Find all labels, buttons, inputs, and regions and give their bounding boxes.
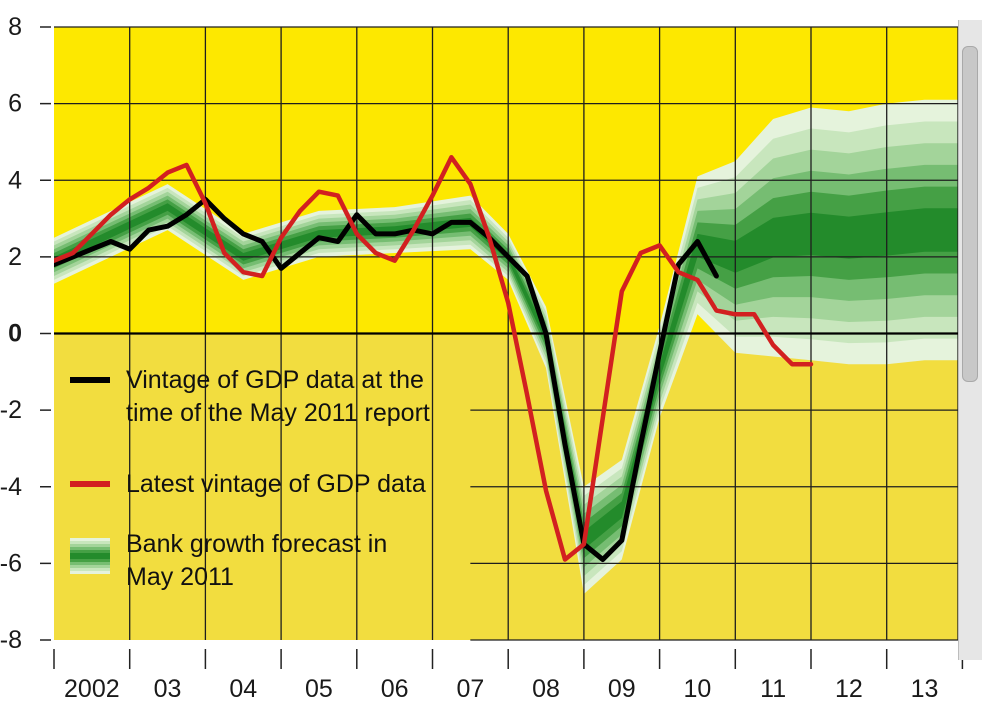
- legend-label-2: Latest vintage of GDP data: [126, 470, 426, 498]
- legend-swatch-fan: [70, 538, 110, 574]
- x-tick-label: 04: [229, 675, 257, 703]
- legend-label-3: May 2011: [126, 563, 234, 591]
- legend-label-3: Bank growth forecast in: [126, 530, 387, 558]
- legend: Vintage of GDP data at the time of the Ma…: [70, 366, 430, 591]
- y-tick-label: -4: [0, 473, 22, 501]
- x-tick-label: 07: [456, 675, 484, 703]
- y-axis: 8 6 4 2 0 -2 -4 -6 -8: [0, 13, 51, 654]
- legend-label-1: Vintage of GDP data at the: [126, 366, 424, 394]
- legend-fan-band: [70, 553, 110, 559]
- y-tick-label: 0: [8, 320, 22, 348]
- y-tick-label: -8: [0, 626, 22, 654]
- x-tick-label: 05: [305, 675, 333, 703]
- x-tick-label: 08: [532, 675, 560, 703]
- series-line-latest-vintage: [54, 155, 814, 562]
- x-tick-label: 03: [154, 675, 182, 703]
- x-axis: 2002 03 04 05 06 07 08 09 10 11 12 13: [53, 649, 964, 703]
- y-tick-label: 8: [8, 13, 22, 41]
- y-tick-label: 2: [8, 243, 22, 271]
- legend-label-1: time of the May 2011 report: [126, 399, 430, 427]
- series-lines: [54, 155, 814, 562]
- scrollbar-thumb[interactable]: [962, 46, 978, 382]
- x-tick-label: 2002: [64, 675, 120, 703]
- x-tick-label: 06: [381, 675, 409, 703]
- forecast-band-6: [54, 203, 958, 550]
- x-tick-label: 09: [608, 675, 636, 703]
- x-tick-label: 12: [835, 675, 863, 703]
- x-tick-label: 11: [760, 675, 786, 703]
- series-line-may-2011-vintage: [54, 196, 719, 562]
- x-tick-label: 13: [911, 675, 939, 703]
- y-tick-label: 6: [8, 90, 22, 118]
- y-tick-label: 4: [8, 166, 22, 194]
- y-tick-label: -2: [0, 396, 22, 424]
- forecast-band-5: [54, 186, 958, 559]
- y-tick-label: -6: [0, 549, 22, 577]
- x-tick-label: 10: [684, 675, 712, 703]
